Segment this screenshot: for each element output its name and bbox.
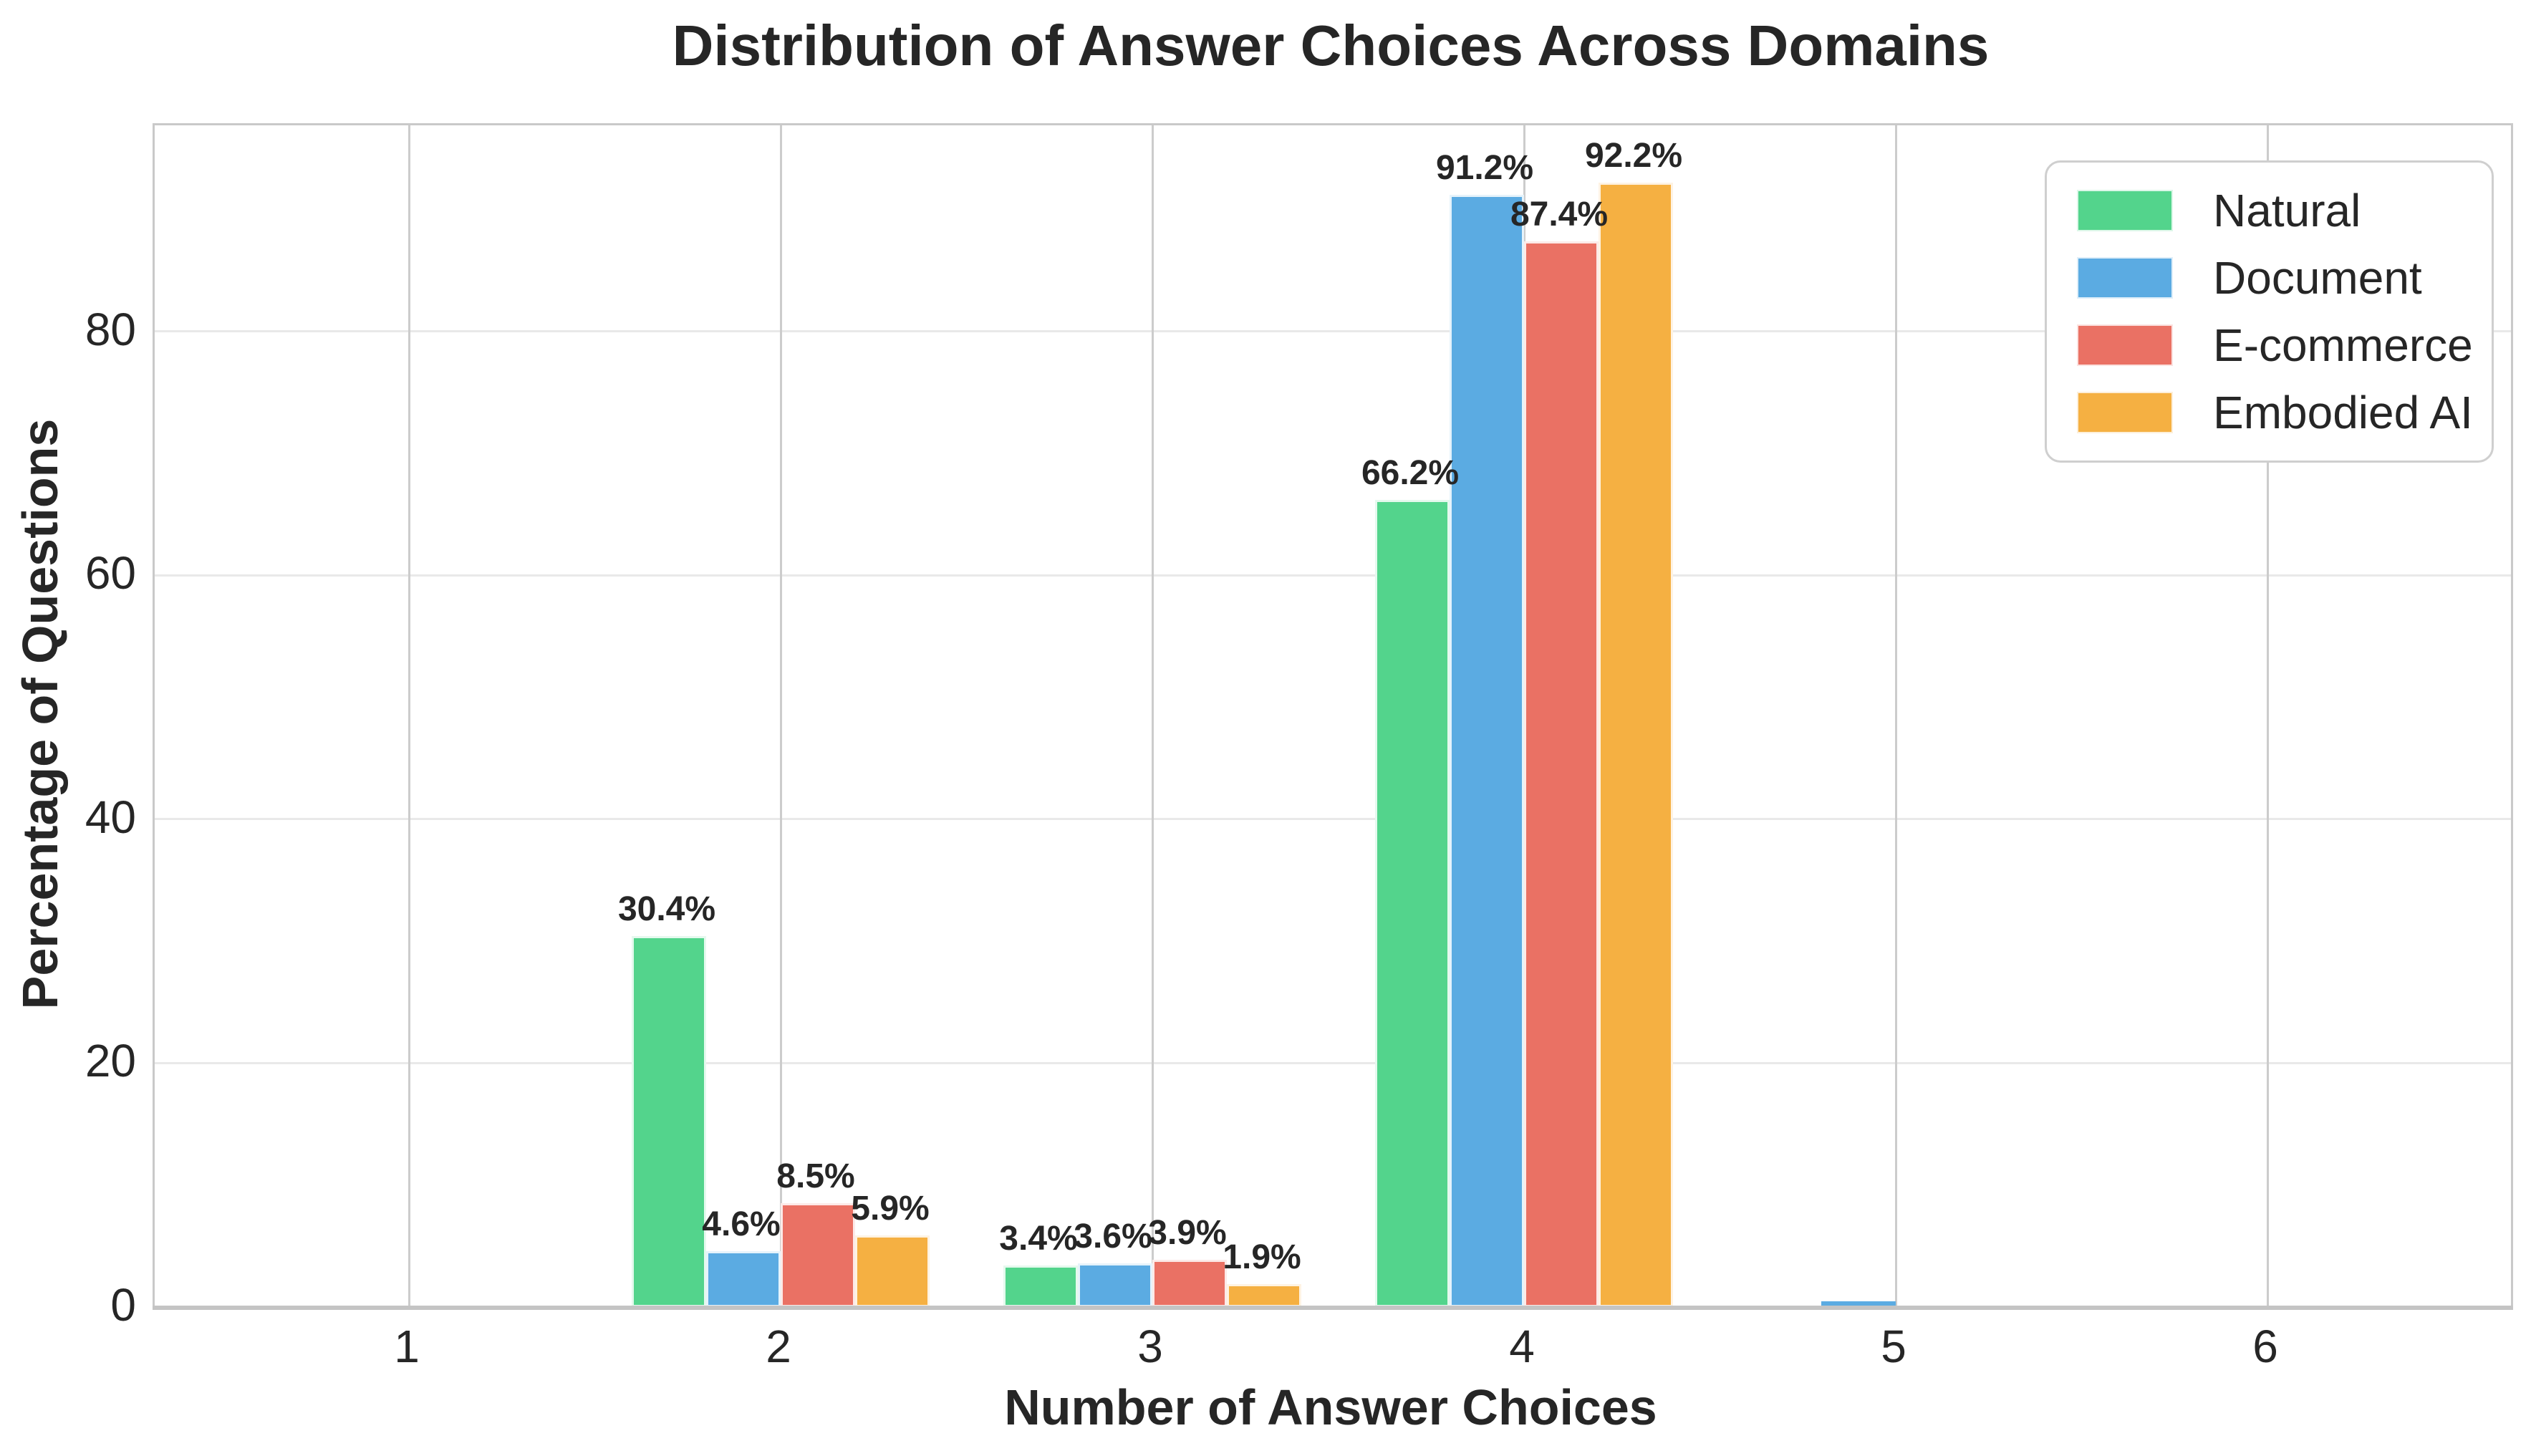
x-tick-label-4: 4 bbox=[1509, 1321, 1535, 1372]
gridline-vertical-2 bbox=[779, 125, 782, 1307]
legend-swatch-embodied-ai bbox=[2077, 392, 2173, 433]
bar-embodied-ai-x3 bbox=[1227, 1283, 1301, 1307]
y-tick-label-60: 60 bbox=[85, 547, 136, 599]
gridline-vertical-5 bbox=[1894, 125, 1897, 1307]
bar-label-embodied-ai-x4: 92.2% bbox=[1584, 137, 1683, 175]
legend-label-e-commerce: E-commerce bbox=[2213, 319, 2473, 371]
bar-label-natural-x4: 66.2% bbox=[1361, 453, 1460, 492]
legend-item-natural: Natural bbox=[2077, 185, 2462, 236]
bar-e-commerce-x4 bbox=[1524, 241, 1599, 1307]
bar-document-x4 bbox=[1450, 195, 1524, 1307]
bar-document-x2 bbox=[706, 1250, 781, 1307]
gridline-vertical-3 bbox=[1151, 125, 1154, 1307]
x-axis-label: Number of Answer Choices bbox=[1004, 1379, 1657, 1435]
bar-natural-x3 bbox=[1003, 1265, 1078, 1307]
bar-embodied-ai-x2 bbox=[855, 1235, 930, 1307]
legend-swatch-document bbox=[2077, 257, 2173, 299]
legend-item-document: Document bbox=[2077, 253, 2462, 303]
bar-label-e-commerce-x4: 87.4% bbox=[1510, 195, 1609, 233]
bar-label-document-x2: 4.6% bbox=[702, 1205, 781, 1243]
chart-title: Distribution of Answer Choices Across Do… bbox=[672, 14, 1990, 77]
bar-label-embodied-ai-x2: 5.9% bbox=[851, 1189, 930, 1228]
x-tick-label-5: 5 bbox=[1881, 1321, 1906, 1372]
y-tick-label-40: 40 bbox=[85, 791, 136, 843]
legend-swatch-natural bbox=[2077, 190, 2173, 231]
x-axis-line bbox=[153, 1306, 2513, 1310]
gridline-vertical-6 bbox=[2266, 125, 2269, 1307]
legend-label-document: Document bbox=[2213, 252, 2422, 304]
bar-e-commerce-x2 bbox=[781, 1203, 855, 1307]
legend-label-natural: Natural bbox=[2213, 185, 2361, 236]
y-axis-label: Percentage of Questions bbox=[12, 418, 68, 1010]
legend-label-embodied-ai: Embodied AI bbox=[2213, 387, 2473, 438]
gridline-horizontal-60 bbox=[155, 574, 2511, 577]
legend: Natural Document E-commerce Embodied AI bbox=[2045, 160, 2494, 463]
y-tick-label-20: 20 bbox=[85, 1035, 136, 1087]
gridline-horizontal-40 bbox=[155, 818, 2511, 821]
gridline-horizontal-80 bbox=[155, 330, 2511, 333]
y-tick-label-80: 80 bbox=[85, 303, 136, 355]
x-tick-label-3: 3 bbox=[1137, 1321, 1163, 1372]
bar-document-x3 bbox=[1078, 1263, 1152, 1307]
x-tick-label-1: 1 bbox=[394, 1321, 420, 1372]
x-tick-label-2: 2 bbox=[766, 1321, 791, 1372]
x-tick-label-6: 6 bbox=[2252, 1321, 2278, 1372]
bar-label-e-commerce-x2: 8.5% bbox=[776, 1157, 855, 1196]
bar-embodied-ai-x4 bbox=[1599, 183, 1673, 1307]
legend-swatch-e-commerce bbox=[2077, 324, 2173, 366]
bar-label-natural-x3: 3.4% bbox=[999, 1220, 1078, 1258]
bar-natural-x4 bbox=[1375, 499, 1450, 1307]
bar-natural-x2 bbox=[632, 936, 706, 1307]
legend-item-embodied-ai: Embodied AI bbox=[2077, 387, 2473, 438]
bar-label-e-commerce-x3: 3.9% bbox=[1148, 1213, 1227, 1252]
legend-item-e-commerce: E-commerce bbox=[2077, 320, 2473, 370]
gridline-horizontal-20 bbox=[155, 1061, 2511, 1064]
bar-label-document-x4: 91.2% bbox=[1435, 149, 1534, 188]
bar-label-natural-x2: 30.4% bbox=[617, 890, 716, 929]
y-tick-label-0: 0 bbox=[110, 1279, 136, 1331]
bar-document-x5 bbox=[1821, 1301, 1896, 1307]
gridline-vertical-1 bbox=[408, 125, 410, 1307]
bar-label-embodied-ai-x3: 1.9% bbox=[1223, 1238, 1301, 1276]
bar-label-document-x3: 3.6% bbox=[1074, 1217, 1152, 1255]
bar-e-commerce-x3 bbox=[1152, 1259, 1227, 1307]
